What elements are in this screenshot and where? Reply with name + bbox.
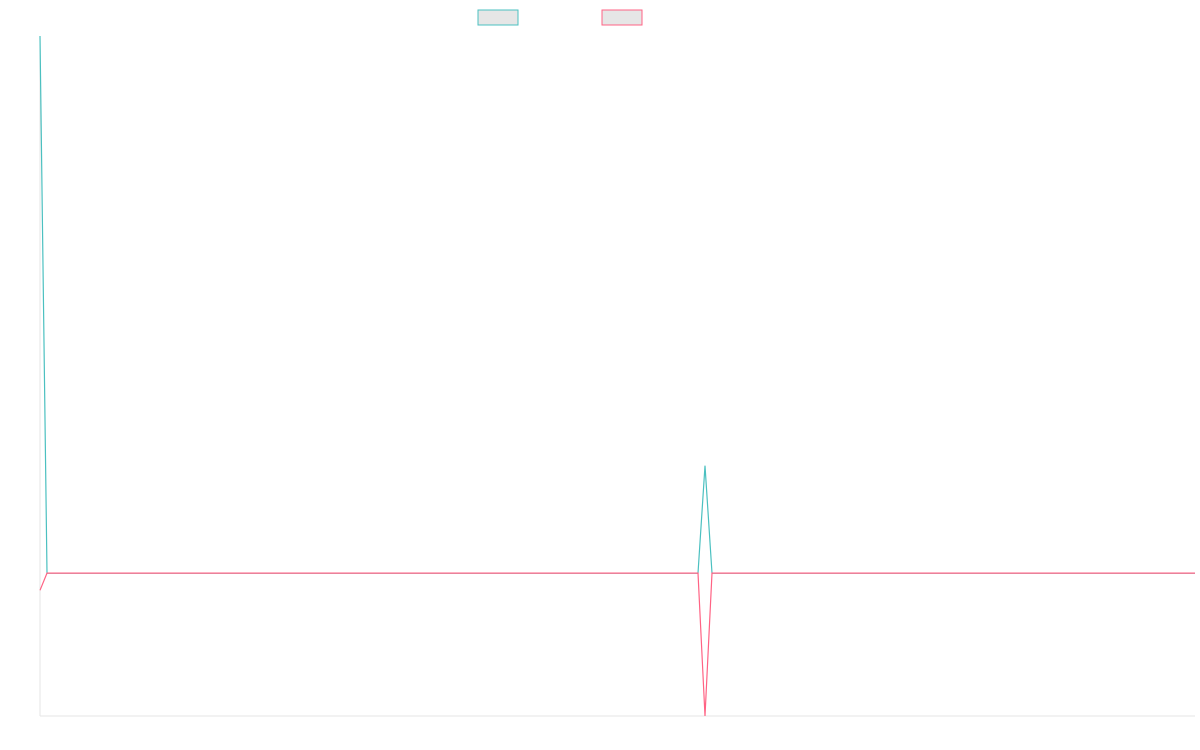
series-line xyxy=(39,35,1195,574)
legend-swatch xyxy=(477,9,519,26)
series-line xyxy=(39,572,1195,717)
legend-swatch xyxy=(601,9,643,26)
